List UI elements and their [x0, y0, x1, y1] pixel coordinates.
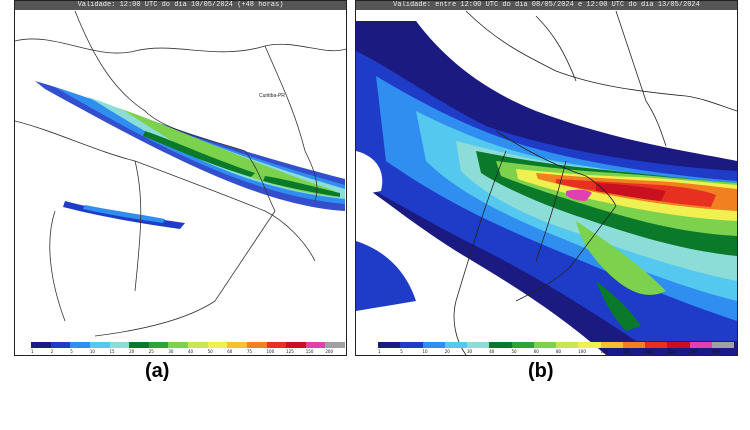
map-panel-b: Validade: entre 12:00 UTC do dia 08/05/2…	[355, 0, 738, 356]
colorbar-cell	[246, 342, 267, 348]
colorbar-cell	[711, 342, 734, 348]
colorbar-cell	[148, 342, 169, 348]
colorbar-cell	[168, 342, 188, 348]
colorbar-cell	[444, 342, 467, 348]
colorbar-tick-label: 40	[489, 349, 495, 354]
map-b-canvas	[356, 10, 737, 355]
map-a-canvas	[15, 10, 346, 337]
colorbar-tick-label: 20	[129, 349, 135, 354]
precip-field-b	[356, 21, 737, 355]
colorbar-cell	[70, 342, 90, 348]
colorbar-cell	[578, 342, 601, 348]
colorbar-tick-label: 1	[31, 349, 34, 354]
precip-band-a	[35, 81, 345, 229]
colorbar-a	[31, 342, 345, 348]
colorbar-cell	[556, 342, 579, 348]
colorbar-tick-label: 50	[207, 349, 213, 354]
colorbar-tick-label: 120	[600, 349, 609, 354]
colorbar-cell	[89, 342, 110, 348]
colorbar-tick-label: 2	[50, 349, 54, 354]
map-panel-a: Validade: 12:00 UTC do dia 10/05/2024 (+…	[14, 0, 347, 356]
colorbar-tick-label: 400	[711, 349, 720, 354]
colorbar-cell	[50, 342, 71, 348]
colorbar-tick-label: 10	[422, 349, 428, 354]
colorbar-cell	[305, 342, 326, 348]
colorbar-cell	[378, 342, 401, 348]
colorbar-cell	[622, 342, 645, 348]
caption-b: (b)	[528, 360, 554, 382]
colorbar-b-labels: 1 5 10 20 30 40 50 60 80 100 120 150 200 250 300 400	[378, 349, 734, 354]
colorbar-tick-label: 50	[511, 349, 517, 354]
colorbar-tick-label: 150	[622, 349, 631, 354]
colorbar-tick-label: 125	[286, 349, 294, 354]
colorbar-tick-label: 1	[378, 349, 381, 354]
colorbar-cell	[286, 342, 306, 348]
colorbar-tick-label: 10	[89, 349, 95, 354]
colorbar-cell	[400, 342, 423, 348]
colorbar-tick-label: 80	[556, 349, 562, 354]
colorbar-cell	[533, 342, 556, 348]
colorbar-cell	[109, 342, 130, 348]
colorbar-cell	[689, 342, 712, 348]
colorbar-cell	[511, 342, 534, 348]
colorbar-tick-label: 5	[70, 349, 73, 354]
colorbar-b	[378, 342, 734, 348]
map-b-borders	[453, 10, 737, 355]
colorbar-cell	[207, 342, 228, 348]
colorbar-tick-label: 15	[109, 349, 115, 354]
colorbar-cell	[188, 342, 208, 348]
colorbar-cell	[645, 342, 668, 348]
colorbar-cell	[31, 342, 51, 348]
map-a-borders	[15, 10, 346, 337]
panel-b-title: Validade: entre 12:00 UTC do dia 08/05/2…	[356, 1, 737, 10]
colorbar-tick-label: 30	[467, 349, 473, 354]
colorbar-tick-label: 20	[444, 349, 450, 354]
colorbar-cell	[467, 342, 490, 348]
colorbar-cell	[489, 342, 512, 348]
colorbar-tick-label: 60	[227, 349, 233, 354]
colorbar-tick-label: 40	[188, 349, 194, 354]
panel-a-title: Validade: 12:00 UTC do dia 10/05/2024 (+…	[15, 1, 346, 10]
colorbar-tick-label: 75	[246, 349, 252, 354]
colorbar-cell	[422, 342, 445, 348]
city-label-curitiba: Curitiba-PR	[259, 93, 285, 99]
colorbar-cell	[266, 342, 287, 348]
colorbar-cell	[227, 342, 247, 348]
colorbar-tick-label: 200	[325, 349, 334, 354]
colorbar-tick-label: 5	[400, 349, 403, 354]
colorbar-tick-label: 250	[667, 349, 675, 354]
colorbar-tick-label: 25	[148, 349, 154, 354]
colorbar-cell	[129, 342, 149, 348]
caption-a: (a)	[145, 360, 170, 382]
colorbar-tick-label: 300	[689, 349, 698, 354]
colorbar-cell	[667, 342, 690, 348]
colorbar-tick-label: 100	[266, 349, 275, 354]
colorbar-cell	[325, 342, 345, 348]
colorbar-a-labels: 1 2 5 10 15 20 25 30 40 50 60 75 100 125 150 200	[31, 349, 345, 354]
colorbar-tick-label: 100	[578, 349, 586, 354]
colorbar-tick-label: 200	[645, 349, 653, 354]
colorbar-tick-label: 30	[168, 349, 174, 354]
colorbar-cell	[600, 342, 623, 348]
colorbar-tick-label: 150	[305, 349, 314, 354]
colorbar-tick-label: 60	[533, 349, 539, 354]
